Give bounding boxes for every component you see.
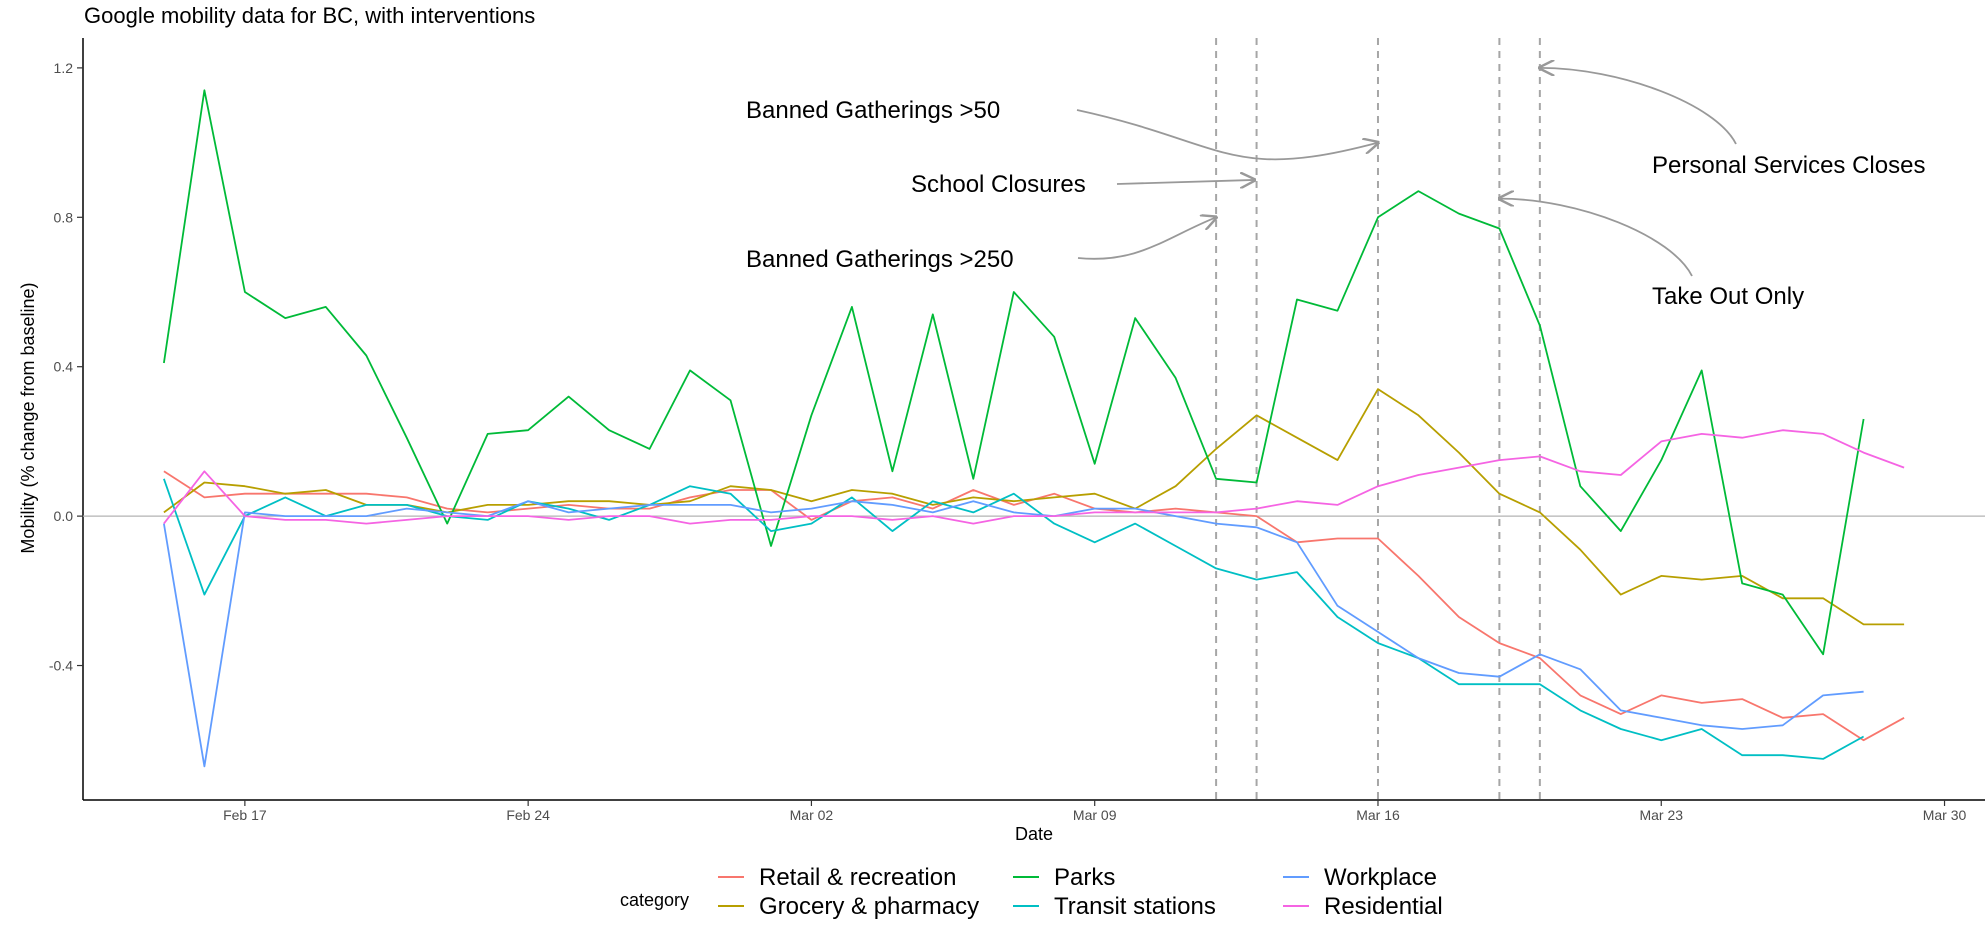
annotation-label: School Closures — [911, 171, 1086, 198]
y-tick-label: 0.4 — [54, 359, 74, 375]
y-tick-label: 0.0 — [54, 508, 74, 524]
x-tick-label: Mar 02 — [790, 807, 834, 823]
chart-title: Google mobility data for BC, with interv… — [84, 3, 535, 28]
x-axis-ticks: Feb 17 Feb 24 Mar 02 Mar 09 Mar 16 Mar 23 Mar … — [223, 800, 1967, 823]
annotation-arrow — [1116, 180, 1255, 184]
legend-label: Transit stations — [1054, 893, 1216, 920]
series-line-grocery-pharmacy — [163, 388, 1905, 626]
x-tick-label: Feb 24 — [506, 807, 550, 823]
annotation-arrow — [1077, 217, 1216, 260]
x-tick-label: Mar 09 — [1073, 807, 1117, 823]
intervention-annotations: Banned Gatherings >250 School Closures Ban… — [746, 68, 1925, 310]
series-line-retail-recreation — [163, 470, 1905, 742]
legend-label: Grocery & pharmacy — [759, 893, 979, 920]
y-tick-label: 1.2 — [54, 60, 74, 76]
x-tick-label: Mar 30 — [1923, 807, 1967, 823]
legend-label: Parks — [1054, 864, 1115, 891]
legend-label: Retail & recreation — [759, 864, 956, 891]
annotation-arrow — [1540, 68, 1737, 145]
intervention-lines — [1215, 38, 1541, 800]
y-axis-title: Mobility (% change from baseline) — [18, 282, 38, 553]
x-tick-label: Feb 17 — [223, 807, 267, 823]
legend-title: category — [620, 890, 689, 910]
series-line-residential — [163, 429, 1905, 525]
x-tick-label: Mar 16 — [1356, 807, 1400, 823]
x-tick-label: Mar 23 — [1639, 807, 1683, 823]
series-line-transit-stations — [163, 478, 1865, 760]
legend-label: Residential — [1324, 893, 1443, 920]
legend-label: Workplace — [1324, 864, 1437, 891]
series-lines — [163, 89, 1905, 768]
series-line-parks — [163, 89, 1865, 656]
x-axis-title: Date — [1015, 824, 1053, 844]
annotation-label: Banned Gatherings >50 — [746, 97, 1000, 124]
annotation-arrow — [1499, 199, 1693, 277]
y-tick-label: 0.8 — [54, 209, 74, 225]
annotation-label: Personal Services Closes — [1652, 152, 1925, 179]
annotation-label: Take Out Only — [1652, 283, 1804, 310]
annotation-label: Banned Gatherings >250 — [746, 246, 1014, 273]
series-line-workplace — [163, 500, 1864, 768]
annotation-arrow — [1076, 109, 1378, 161]
y-tick-label: -0.4 — [49, 658, 73, 674]
y-axis-ticks: 1.2 0.8 0.4 0.0 -0.4 — [49, 60, 83, 674]
